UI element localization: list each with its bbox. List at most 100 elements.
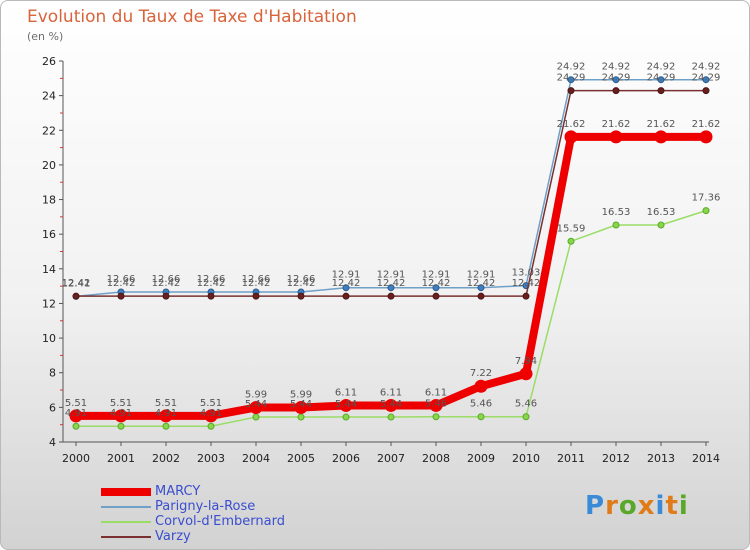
data-label: 12.91 [377, 270, 406, 281]
data-point [249, 401, 263, 415]
series-line-1 [75, 78, 707, 298]
data-point [72, 292, 80, 300]
data-label: 5.46 [470, 399, 492, 410]
data-label: 15.59 [557, 223, 586, 234]
data-label: 12.91 [467, 270, 496, 281]
proxiti-logo: Proxiti [585, 491, 689, 521]
legend-swatch [101, 488, 151, 496]
data-label: 5.51 [155, 398, 177, 409]
data-point [117, 292, 125, 300]
x-tick-label: 2006 [332, 452, 360, 465]
legend-label: Varzy [155, 529, 191, 544]
data-label: 12.66 [287, 274, 316, 285]
data-point [342, 292, 350, 300]
y-tick-label: 12 [42, 297, 56, 310]
data-label: 12.42 [377, 278, 406, 289]
data-point [342, 284, 350, 292]
y-tick-label: 6 [49, 401, 56, 414]
data-point [114, 409, 128, 423]
logo-letter: x [637, 491, 656, 521]
data-point [477, 284, 485, 292]
data-point [342, 413, 350, 421]
legend-label: MARCY [155, 484, 201, 499]
data-point [612, 76, 620, 84]
data-point [567, 76, 575, 84]
data-label: 12.42 [287, 278, 316, 289]
data-label: 12.66 [242, 274, 271, 285]
logo-letter: i [655, 491, 666, 521]
data-label: 6.11 [425, 387, 447, 398]
data-label: 5.44 [380, 399, 402, 410]
data-label: 24.29 [557, 73, 586, 84]
data-point [339, 398, 353, 412]
data-point [477, 292, 485, 300]
x-tick-label: 2002 [152, 452, 180, 465]
data-point [207, 422, 215, 430]
data-point [654, 130, 668, 144]
y-tick-label: 14 [42, 263, 56, 276]
data-label: 21.62 [602, 119, 631, 130]
data-point [252, 292, 260, 300]
x-tick-label: 2012 [602, 452, 630, 465]
logo-letter: r [605, 491, 619, 521]
y-tick-label: 20 [42, 159, 56, 172]
data-point [612, 221, 620, 229]
data-label: 12.42 [107, 278, 136, 289]
data-label: 21.62 [557, 119, 586, 130]
data-label: 12.42 [197, 278, 226, 289]
data-label: 12.91 [332, 270, 361, 281]
legend-swatch [101, 506, 151, 508]
data-label: 16.53 [602, 207, 631, 218]
data-point [162, 422, 170, 430]
y-tick-label: 26 [42, 55, 56, 68]
data-label: 24.92 [692, 62, 721, 73]
logo-letter: i [678, 491, 689, 521]
y-tick-label: 22 [42, 124, 56, 137]
data-label: 21.62 [647, 119, 676, 130]
x-tick-label: 2010 [512, 452, 540, 465]
data-label: 24.29 [692, 73, 721, 84]
chart-unit-label: (en %) [27, 30, 64, 43]
data-point [117, 422, 125, 430]
y-tick-label: 24 [42, 90, 56, 103]
data-label: 7.22 [470, 368, 492, 379]
data-label: 24.92 [647, 62, 676, 73]
data-point [699, 130, 713, 144]
y-tick-label: 8 [49, 367, 56, 380]
y-tick-label: 16 [42, 228, 56, 241]
data-point [564, 130, 578, 144]
data-point [297, 413, 305, 421]
data-label: 12.42 [422, 278, 451, 289]
legend-swatch [101, 536, 151, 538]
data-label: 5.44 [290, 399, 312, 410]
y-tick-label: 18 [42, 194, 56, 207]
data-point [522, 413, 530, 421]
data-label: 24.92 [602, 62, 631, 73]
data-label: 5.46 [425, 399, 447, 410]
data-label: 5.99 [290, 390, 312, 401]
logo-letter: o [618, 491, 638, 521]
x-tick-label: 2005 [287, 452, 315, 465]
x-tick-label: 2003 [197, 452, 225, 465]
data-label: 5.51 [110, 398, 132, 409]
data-point [294, 401, 308, 415]
data-point [297, 292, 305, 300]
data-label: 13.03 [512, 268, 541, 279]
logo-letter: t [665, 491, 679, 521]
data-label: 12.42 [62, 278, 91, 289]
data-label: 5.44 [335, 399, 357, 410]
data-point [72, 422, 80, 430]
data-label: 5.44 [245, 399, 267, 410]
data-label: 4.91 [155, 408, 177, 419]
data-point [609, 130, 623, 144]
legend-label: Corvol-d'Embernard [155, 514, 285, 529]
x-tick-label: 2001 [107, 452, 135, 465]
x-tick-label: 2009 [467, 452, 495, 465]
x-tick-label: 2008 [422, 452, 450, 465]
x-tick-label: 2011 [557, 452, 585, 465]
data-label: 21.62 [692, 119, 721, 130]
legend-swatch [101, 521, 151, 523]
data-point [432, 413, 440, 421]
data-point [474, 379, 488, 393]
